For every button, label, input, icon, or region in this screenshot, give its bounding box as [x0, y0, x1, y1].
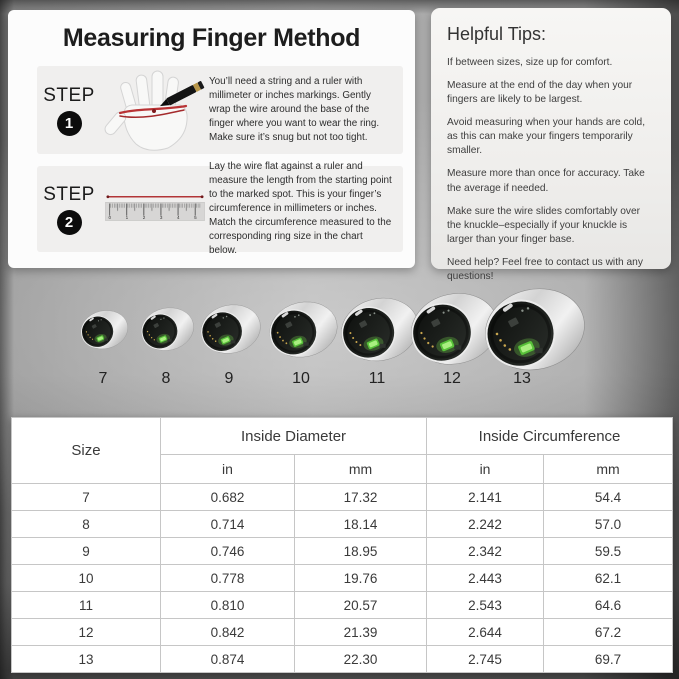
col-header-inside-circumference: Inside Circumference	[426, 417, 674, 455]
ring-size-7-image	[77, 309, 129, 351]
cell-circumference-in: 2.543	[426, 591, 545, 619]
method-title: Measuring Finger Method	[62, 24, 361, 52]
tip-item: Measure at the end of the day when your …	[447, 80, 633, 106]
cell-circumference-in: 2.745	[426, 645, 545, 673]
ruler-number: 5	[194, 215, 197, 220]
cell-size: 9	[11, 537, 161, 565]
tip-item: Make sure the wire slides comfortably ov…	[447, 205, 641, 245]
cell-diameter-in: 0.714	[160, 510, 295, 538]
cell-diameter-mm: 19.76	[293, 564, 428, 592]
cell-circumference-mm: 64.6	[543, 591, 674, 619]
ruler-number: 2	[143, 215, 146, 220]
cell-circumference-mm: 67.2	[543, 618, 674, 646]
step-1-text: You’ll need a string and a ruler with mi…	[209, 75, 380, 144]
cell-circumference-in: 2.644	[426, 618, 545, 646]
cell-diameter-mm: 22.30	[293, 645, 428, 673]
table-row: 7 0.682 17.32 2.141 54.4	[11, 483, 674, 511]
ring-size-10-image	[264, 300, 339, 360]
table-row: 8 0.714 18.14 2.242 57.0	[11, 510, 674, 538]
step-1-header: STEP 1	[37, 85, 101, 136]
tip-item: Avoid measuring when your hands are cold…	[447, 117, 646, 157]
cell-circumference-mm: 69.7	[543, 645, 674, 673]
helpful-tips-card: Helpful Tips: If between sizes, size up …	[431, 8, 671, 282]
unit-header-diameter-in: in	[160, 454, 295, 484]
ruler-number: 4	[177, 215, 180, 220]
ruler-number: 0	[108, 215, 111, 220]
unit-header-diameter-mm: mm	[293, 454, 428, 484]
measuring-method-card: Measuring Finger Method STEP 1	[8, 10, 415, 268]
cell-diameter-in: 0.682	[160, 483, 295, 511]
unit-header-circumference-in: in	[426, 454, 545, 484]
table-row: 10 0.778 19.76 2.443 62.1	[11, 564, 674, 592]
table-row: 9 0.746 18.95 2.342 59.5	[11, 537, 674, 565]
cell-size: 10	[11, 564, 161, 592]
hand-string-marker-icon	[101, 68, 209, 152]
cell-size: 7	[11, 483, 161, 511]
ring-size-label: 12	[443, 370, 461, 387]
ruler-number: 3	[160, 215, 163, 220]
col-header-inside-diameter: Inside Diameter	[159, 417, 428, 455]
table-row: 12 0.842 21.39 2.644 67.2	[11, 618, 674, 646]
step-2-label: STEP	[43, 183, 95, 205]
cell-size: 12	[11, 618, 161, 646]
tip-item: Measure more than once for accuracy. Tak…	[447, 168, 645, 194]
step-2-number-badge: 2	[56, 209, 82, 235]
step-1-number-badge: 1	[56, 110, 82, 136]
cell-diameter-in: 0.842	[160, 618, 295, 646]
cell-diameter-mm: 18.14	[293, 510, 428, 538]
ring-size-label: 7	[98, 370, 108, 387]
step-2-panel: STEP 2	[37, 161, 403, 256]
cell-circumference-mm: 54.4	[543, 483, 674, 511]
table-row: 13 0.874 22.30 2.745 69.7	[11, 645, 674, 673]
ring-size-label: 11	[368, 370, 386, 387]
step-1-label: STEP	[43, 84, 95, 106]
cell-diameter-mm: 21.39	[293, 618, 428, 646]
cell-size: 13	[11, 645, 161, 673]
cell-circumference-mm: 62.1	[543, 564, 674, 592]
ruler-number: 1	[126, 215, 129, 220]
unit-header-circumference-mm: mm	[543, 454, 674, 484]
ring-size-9-image	[196, 303, 262, 356]
step-2-text: Lay the wire flat against a ruler and me…	[209, 160, 392, 257]
step-1-panel: STEP 1	[37, 66, 403, 154]
cell-size: 11	[11, 591, 161, 619]
table-header-row: Size Inside Diameter Inside Circumferenc…	[11, 417, 674, 484]
table-row: 11 0.810 20.57 2.543 64.6	[11, 591, 674, 619]
ruler-icon: 0 1 2 3 4 5	[101, 183, 209, 235]
cell-diameter-mm: 18.95	[293, 537, 428, 565]
ring-size-label: 9	[224, 370, 234, 387]
ring-size-chart: Size Inside Diameter Inside Circumferenc…	[11, 417, 674, 673]
cell-circumference-in: 2.242	[426, 510, 545, 538]
cell-diameter-mm: 17.32	[293, 483, 428, 511]
ring-size-13-image	[477, 286, 587, 374]
cell-circumference-in: 2.342	[426, 537, 545, 565]
cell-diameter-in: 0.778	[160, 564, 295, 592]
col-header-size: Size	[11, 417, 161, 484]
cell-circumference-mm: 57.0	[543, 510, 674, 538]
cell-circumference-in: 2.141	[426, 483, 545, 511]
cell-diameter-in: 0.746	[160, 537, 295, 565]
cell-circumference-mm: 59.5	[543, 537, 674, 565]
ring-size-label: 13	[513, 370, 531, 387]
ring-size-label: 10	[292, 370, 310, 387]
tip-item: Need help? Feel free to contact us with …	[447, 256, 643, 282]
ring-size-label: 8	[161, 370, 171, 387]
tips-title: Helpful Tips:	[447, 24, 547, 44]
ring-size-8-image	[137, 306, 195, 353]
cell-circumference-in: 2.443	[426, 564, 545, 592]
cell-diameter-mm: 20.57	[293, 591, 428, 619]
tip-item: If between sizes, size up for comfort.	[447, 57, 613, 68]
cell-diameter-in: 0.810	[160, 591, 295, 619]
table-unit-row: in mm in mm	[12, 454, 674, 484]
step-2-header: STEP 2	[37, 184, 101, 235]
cell-size: 8	[11, 510, 161, 538]
cell-diameter-in: 0.874	[160, 645, 295, 673]
